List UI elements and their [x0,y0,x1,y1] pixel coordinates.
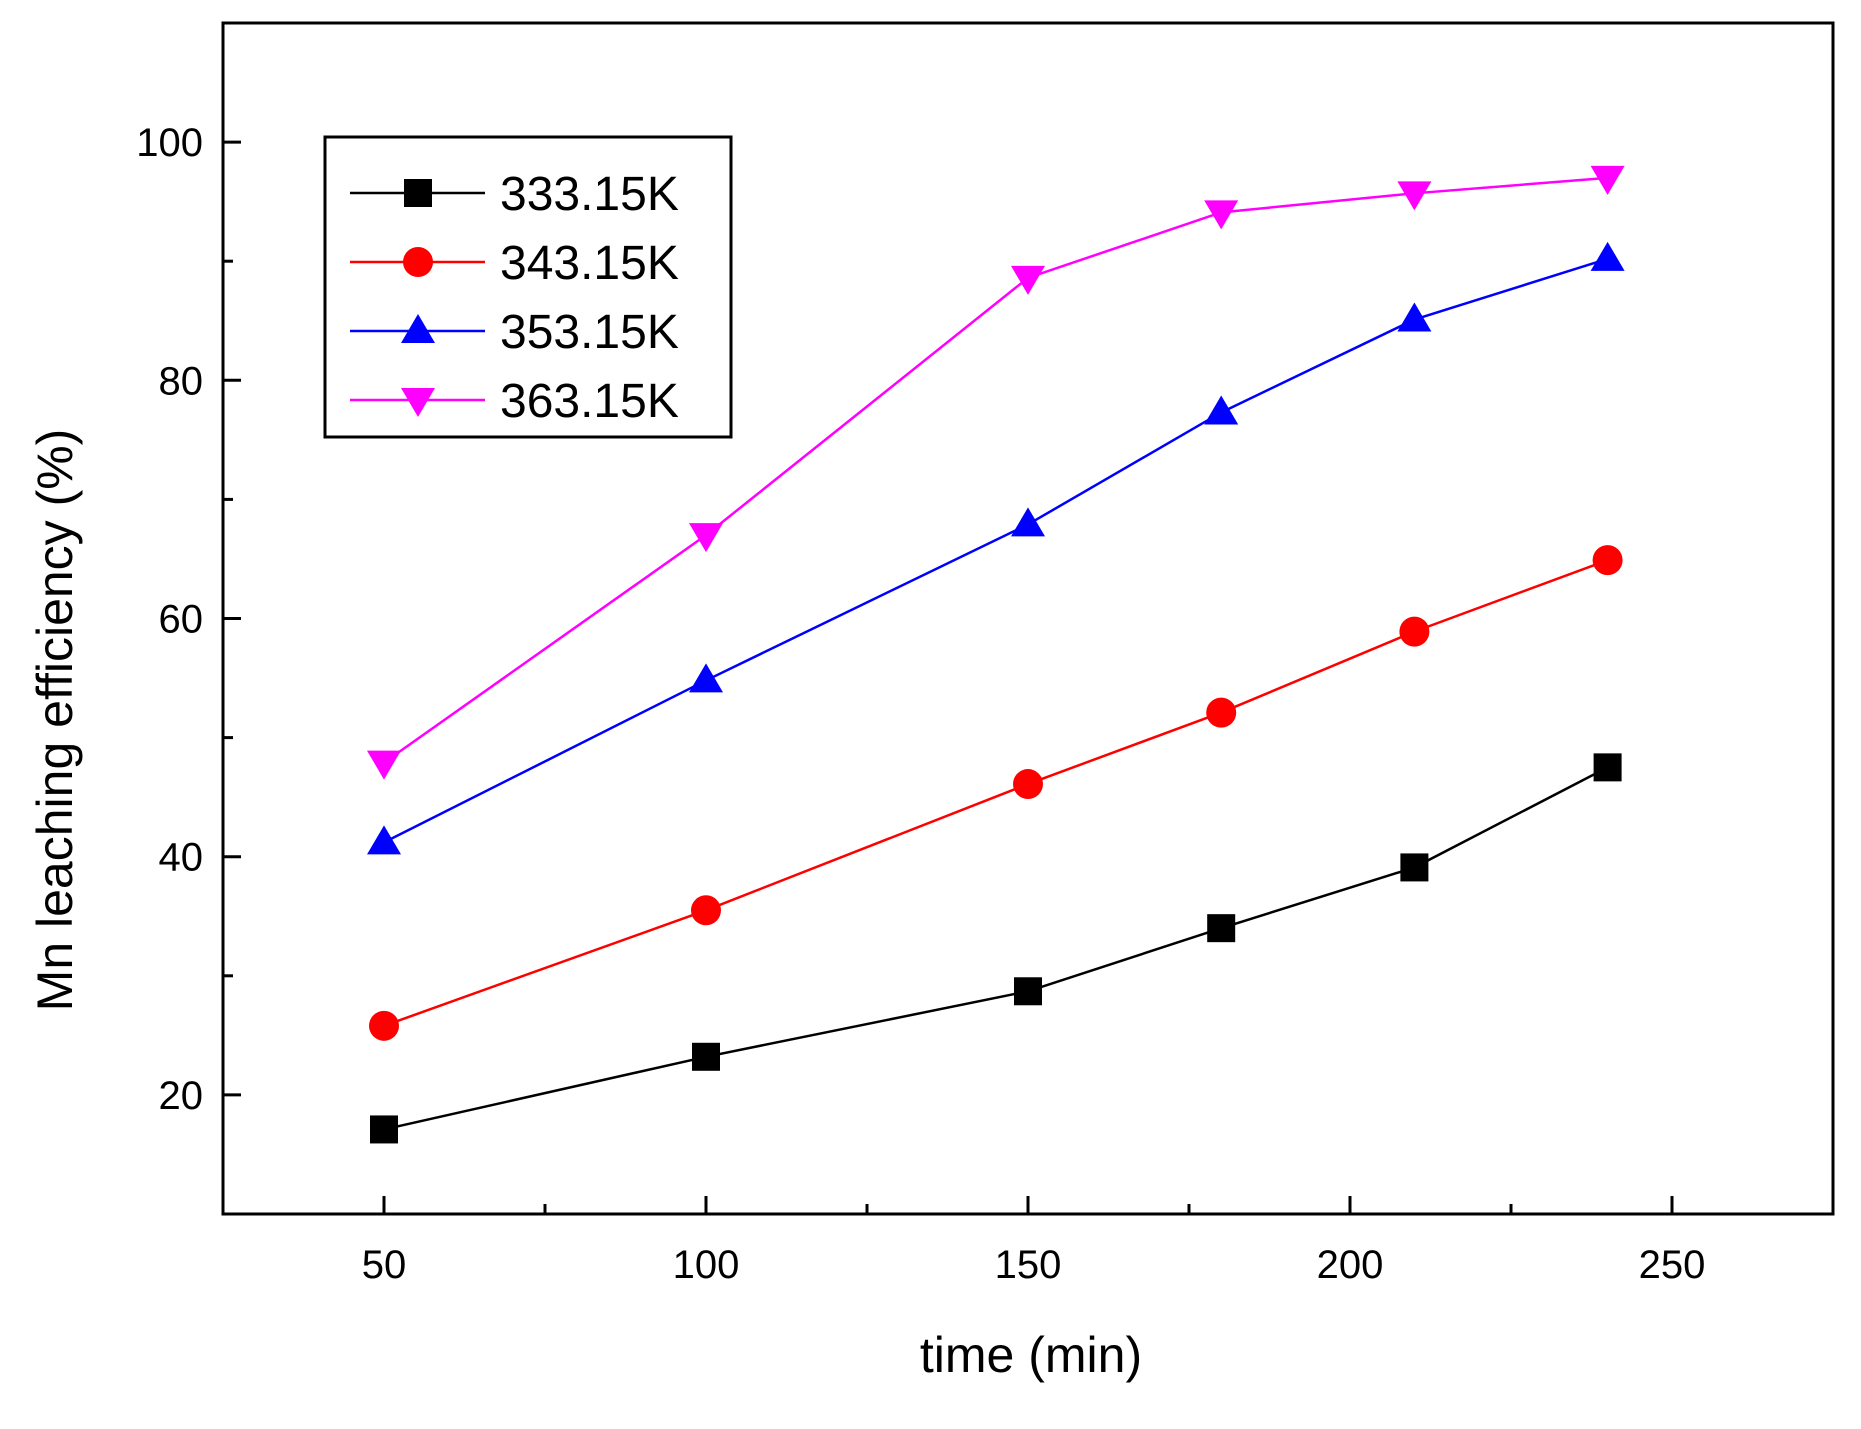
data-point [367,750,401,780]
data-point [370,1115,398,1144]
data-point [1204,395,1239,425]
series-line [383,766,1609,1131]
legend-box [323,135,733,439]
legend-item: 333.15K [350,168,679,221]
legend-label: 333.15K [500,168,679,221]
y-tick-label: 20 [159,1074,204,1118]
legend-item: 343.15K [350,237,679,290]
series-363.15K [367,165,1625,780]
data-point [1204,200,1239,230]
legend-marker [403,247,433,277]
series-line [383,558,1609,1027]
data-point [1590,241,1625,271]
data-point [1400,853,1429,882]
minor-ticks [223,259,1513,1214]
data-point [1207,914,1236,943]
x-tick-label: 200 [1317,1243,1384,1287]
legend-label: 343.15K [500,237,679,290]
series-343.15K [369,545,1623,1041]
data-point [692,1042,720,1071]
data-point [1206,697,1237,728]
y-tick-labels: 20 40 60 80 100 [136,121,203,1118]
legend-marker [401,314,435,343]
data-point [1590,165,1625,195]
legend-label: 363.15K [500,375,679,428]
legend-item: 363.15K [350,375,679,428]
data-point [369,1010,399,1041]
data-point [1011,265,1045,295]
major-ticks [223,140,1674,1214]
data-point [1011,507,1045,537]
y-tick-label: 100 [136,121,203,165]
x-tick-label: 50 [362,1243,407,1287]
data-point [1397,302,1432,332]
series-333.15K [370,753,1622,1144]
y-tick-label: 40 [159,836,204,880]
x-tick-label: 150 [995,1243,1062,1287]
data-point [1593,753,1622,782]
legend-items: 333.15K 343.15K 353.15K 363.15K [350,168,679,428]
plot-frame [221,21,1835,1216]
data-point [1399,616,1430,647]
y-tick-label: 60 [159,598,204,642]
data-point [1014,977,1042,1006]
legend: 333.15K 343.15K 353.15K 363.15K [323,135,733,439]
legend-label: 353.15K [500,306,679,359]
legend-item: 353.15K [350,306,679,359]
data-point [689,663,723,693]
series-line [383,176,1608,764]
y-axis-label: Mn leaching efficiency (%) [27,429,83,1012]
legend-marker [404,179,432,207]
series-line [383,257,1608,844]
data-point [1013,769,1043,800]
data-point [1397,181,1432,211]
series-353.15K [367,241,1625,855]
x-axis-label: time (min) [920,1327,1142,1383]
data-point [367,825,401,855]
x-tick-labels: 50 100 150 200 250 [362,1243,1706,1287]
x-tick-label: 250 [1639,1243,1706,1287]
y-tick-label: 80 [159,359,204,403]
data-point [1592,545,1623,576]
x-tick-label: 100 [673,1243,740,1287]
legend-marker [401,388,435,417]
data-point [689,523,723,553]
data-point [691,895,721,926]
series-layer [367,165,1625,1144]
